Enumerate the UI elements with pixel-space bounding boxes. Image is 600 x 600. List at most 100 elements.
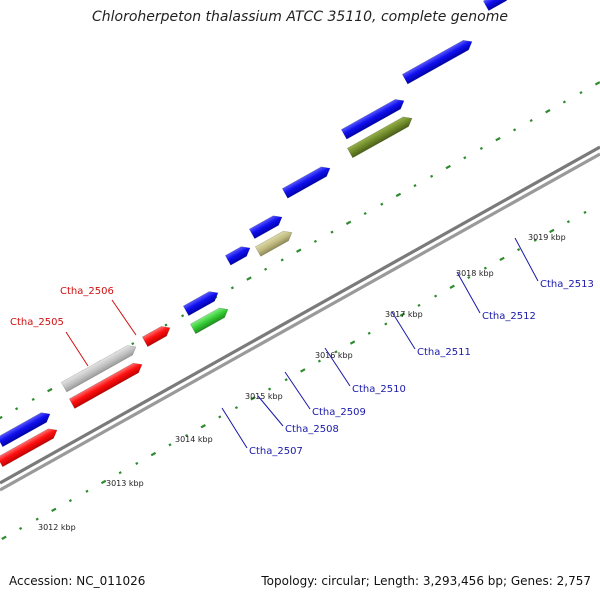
tick-mark <box>467 275 471 280</box>
tick-mark <box>513 128 517 132</box>
tick-mark <box>417 303 421 307</box>
tick-mark <box>566 220 570 224</box>
tick-mark <box>164 323 168 327</box>
tick-mark <box>594 81 600 86</box>
accession-text: Accession: NC_011026 <box>9 574 146 588</box>
tick-mark <box>334 350 338 354</box>
tick-mark <box>280 258 284 262</box>
tick-mark <box>51 507 57 513</box>
gene-ctha-2505-shape <box>60 345 137 393</box>
tick-mark <box>296 248 302 253</box>
tick-mark <box>200 424 206 429</box>
tick-mark <box>284 378 288 382</box>
tick-mark <box>19 526 23 531</box>
tick-mark <box>246 276 252 281</box>
tick-mark <box>47 387 53 393</box>
tick-mark <box>384 322 388 326</box>
tick-mark <box>131 342 135 346</box>
tick-mark <box>533 238 537 242</box>
leader-line <box>221 407 248 449</box>
gene-label-ctha-2506: Ctha_2506 <box>60 286 137 336</box>
gene-label-ctha-2509: Ctha_2509 <box>284 371 366 418</box>
tick-mark <box>583 210 587 214</box>
gene-ctha-2507-shape <box>189 307 229 335</box>
tick-mark <box>479 146 483 150</box>
gene-ctha-2506-a <box>68 362 143 409</box>
tick-mark <box>367 331 371 335</box>
tick-mark <box>1 535 7 540</box>
gene-ctha-2509-shape <box>254 230 293 257</box>
gene-label-ctha-2511: Ctha_2511 <box>391 311 471 358</box>
leader-line <box>391 311 416 350</box>
gene-ctha-2505 <box>60 345 137 393</box>
cds-arrow-shape <box>0 428 58 468</box>
gene-ctha-2506-b <box>141 326 171 347</box>
genome-backbone <box>0 145 600 492</box>
gene-label-text: Ctha_2510 <box>352 384 406 395</box>
tick-mark <box>549 228 555 234</box>
gene-ctha-2508-b-shape <box>248 215 283 240</box>
gene-ctha-2511 <box>346 116 413 159</box>
tick-mark <box>345 220 352 225</box>
leader-line <box>456 271 481 314</box>
tick-mark <box>430 174 434 178</box>
gene-ctha-2511-cds-shape <box>340 99 405 140</box>
tick-mark <box>135 461 139 465</box>
genome-summary-text: Topology: circular; Length: 3,293,456 bp… <box>261 574 591 588</box>
tick-mark <box>35 517 39 521</box>
tick-mark <box>363 211 367 216</box>
gene-label-text: Ctha_2513 <box>540 279 594 290</box>
tick-mark <box>68 499 72 503</box>
kbp-scale-labels: 3012 kbp 3013 kbp 3014 kbp 3015 kbp 3016 kbp… <box>38 233 566 532</box>
tick-mark <box>85 489 89 493</box>
tick-mark <box>300 368 306 373</box>
tick-mark <box>185 433 189 438</box>
kbp-label: 3019 kbp <box>528 233 566 242</box>
backbone-line-outer <box>0 145 600 485</box>
tick-mark <box>495 136 501 142</box>
kbp-label: 3014 kbp <box>175 435 213 444</box>
tick-mark <box>449 284 455 289</box>
gene-ctha-2510-shape <box>281 166 331 199</box>
kbp-label: 3012 kbp <box>38 523 76 532</box>
tick-mark <box>313 239 317 243</box>
gene-label-text: Ctha_2511 <box>417 347 471 358</box>
tick-mark <box>218 415 222 419</box>
gene-ctha-2512 <box>401 40 473 85</box>
inner-tick-ring <box>1 210 587 540</box>
tick-mark <box>413 184 417 188</box>
kbp-label: 3017 kbp <box>385 310 423 319</box>
gene-label-ctha-2508: Ctha_2508 <box>257 395 339 435</box>
gene-label-ctha-2512: Ctha_2512 <box>456 271 536 322</box>
gene-ctha-2506-b-shape <box>141 326 171 347</box>
gene-label-text: Ctha_2506 <box>60 286 114 297</box>
tick-mark <box>264 267 268 271</box>
tick-mark <box>268 387 272 391</box>
tick-mark <box>15 407 19 411</box>
tick-mark <box>499 256 505 262</box>
gene-label-ctha-2507: Ctha_2507 <box>221 407 303 457</box>
cds-arrow-shape <box>482 0 511 11</box>
tick-mark <box>0 415 3 420</box>
gene-label-text: Ctha_2508 <box>285 424 339 435</box>
gene-label-ctha-2513: Ctha_2513 <box>514 237 594 290</box>
tick-mark <box>579 91 583 95</box>
gene-ctha-2507 <box>189 307 229 335</box>
tick-mark <box>562 100 566 104</box>
leader-line <box>257 395 284 427</box>
tick-mark <box>399 312 406 317</box>
kbp-label: 3015 kbp <box>245 392 283 401</box>
gene-ctha-2508-b <box>248 215 283 240</box>
tick-mark <box>380 202 384 206</box>
gene-label-ctha-2505: Ctha_2505 <box>10 317 89 367</box>
gene-ctha-2506-a-shape <box>68 362 143 409</box>
tick-mark <box>529 118 533 123</box>
tick-mark <box>445 164 451 170</box>
leader-line <box>111 299 137 336</box>
gene-ctha-2511-cds <box>340 99 405 140</box>
backbone-line-inner <box>0 152 600 492</box>
leader-line <box>514 237 539 282</box>
gene-label-ctha-2510: Ctha_2510 <box>324 347 406 395</box>
gene-ctha-2512-shape <box>401 40 473 85</box>
